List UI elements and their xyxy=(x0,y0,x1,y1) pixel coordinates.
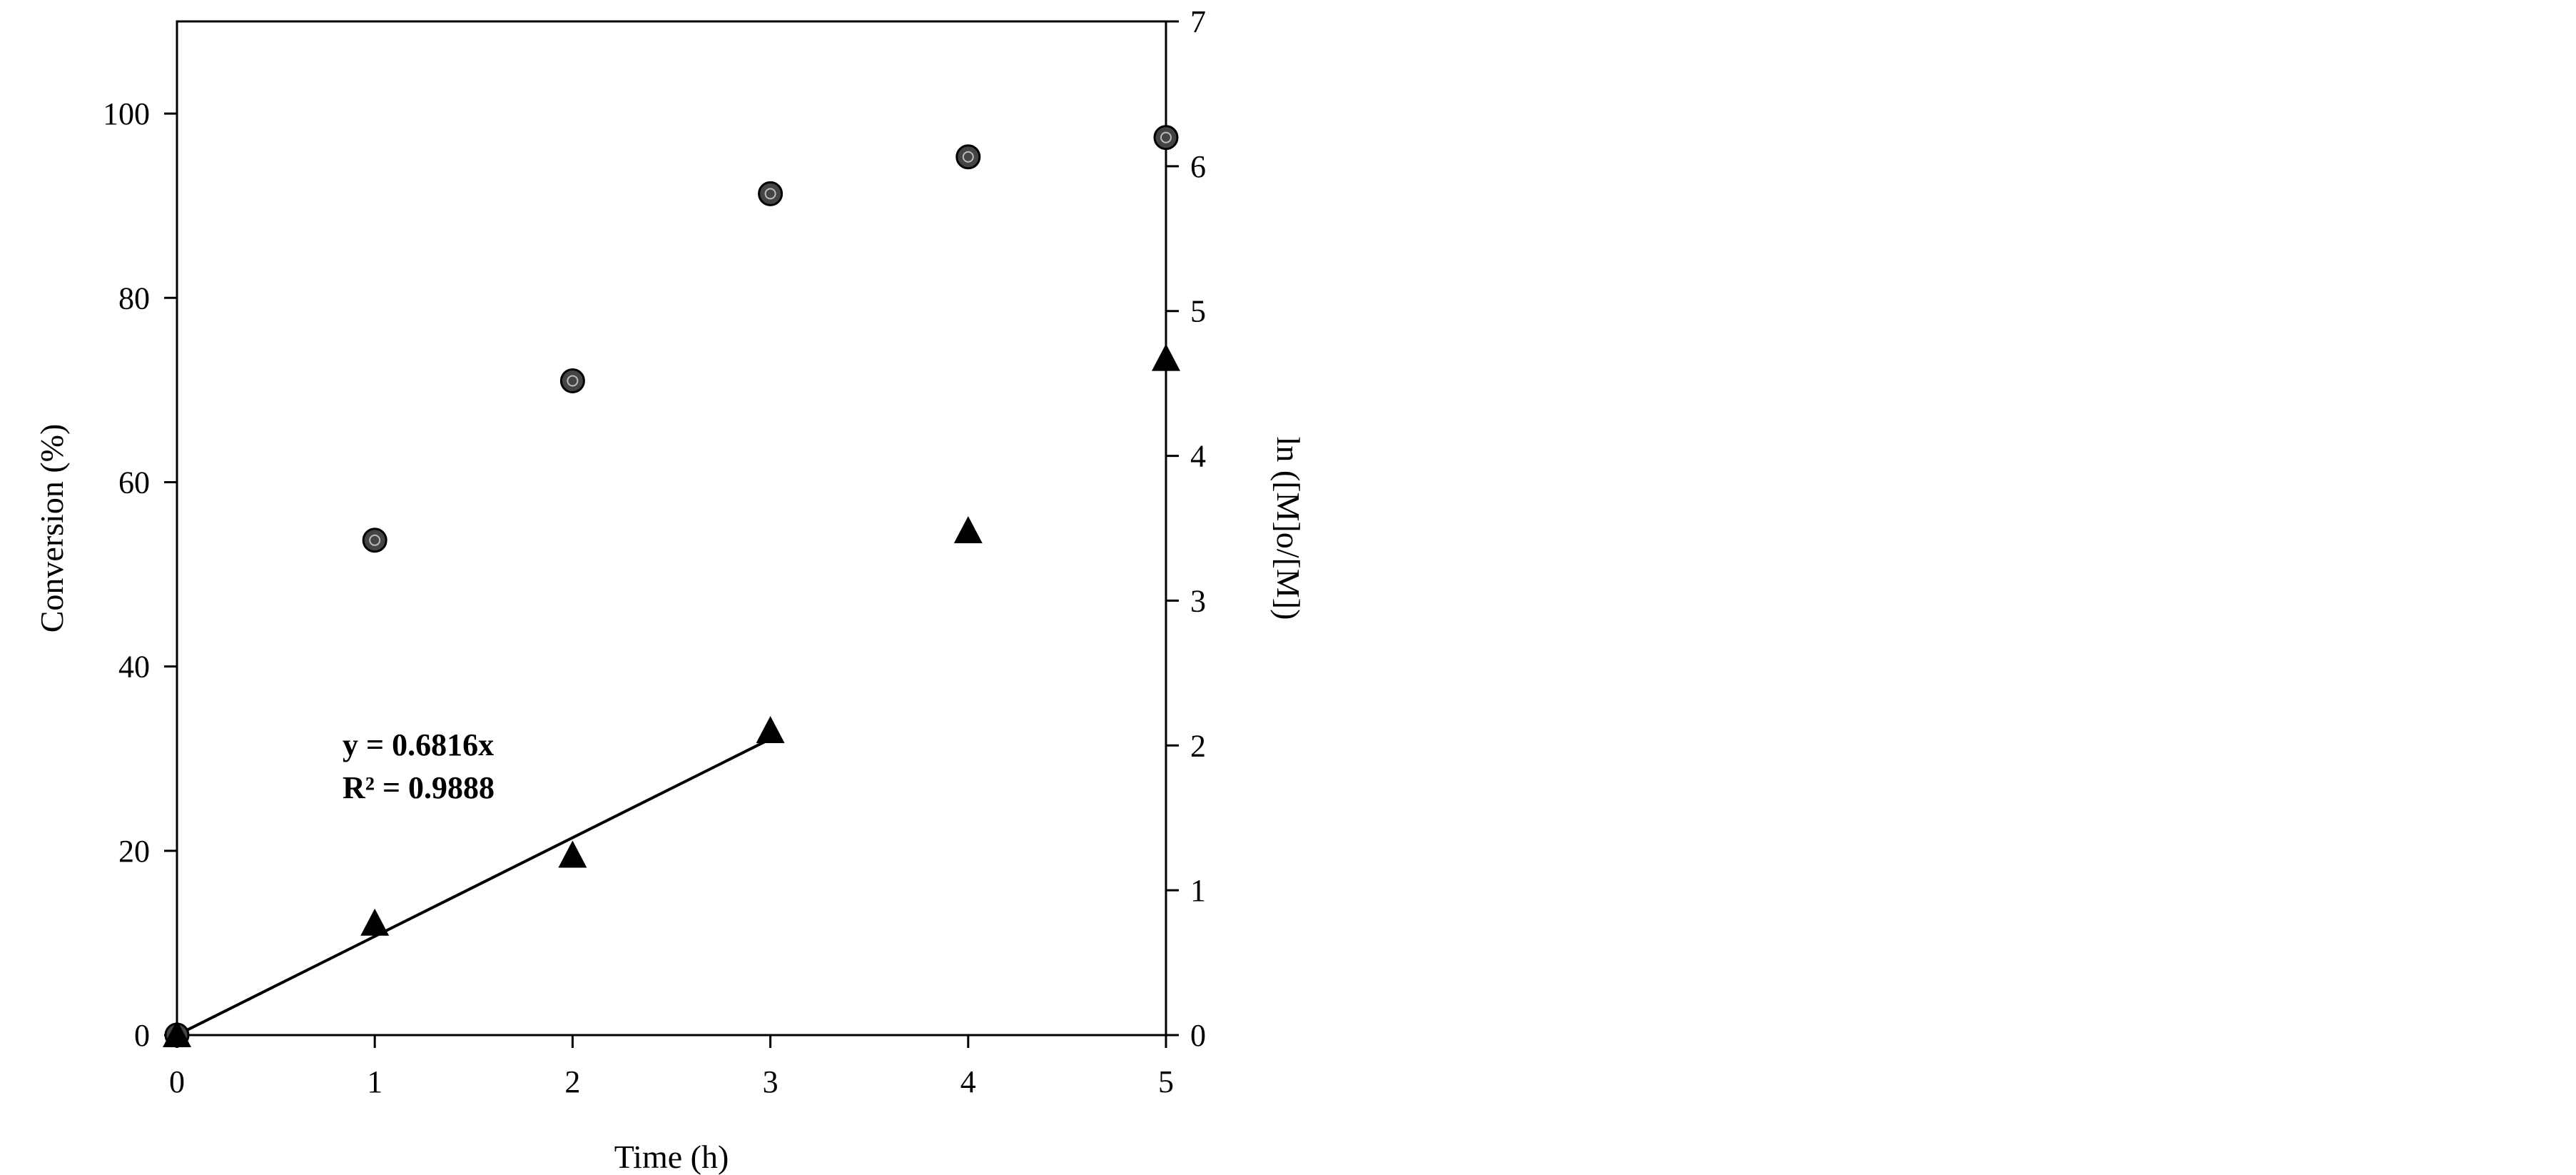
y-left-tick-label: 40 xyxy=(118,650,150,685)
conversion-point xyxy=(362,528,387,553)
conversion-point xyxy=(955,144,981,170)
trendline xyxy=(176,737,771,1037)
conversion-point-inner xyxy=(369,534,381,546)
conversion-point-inner xyxy=(962,151,974,163)
x-tick-label: 5 xyxy=(1158,1064,1174,1099)
conversion-point-inner xyxy=(567,375,579,387)
ln-ratio-point xyxy=(756,716,785,743)
x-tick-label: 3 xyxy=(763,1064,779,1099)
x-tick-label: 2 xyxy=(564,1064,580,1099)
conversion-point-inner xyxy=(1160,131,1172,143)
y-left-tick-label: 20 xyxy=(118,834,150,869)
ln-ratio-point xyxy=(558,840,587,868)
conversion-point xyxy=(1153,125,1179,151)
y-right-tick-label: 1 xyxy=(1190,873,1206,908)
x-tick-label: 4 xyxy=(960,1064,976,1099)
y-right-tick-label: 4 xyxy=(1190,439,1206,474)
y-right-tick-label: 5 xyxy=(1190,294,1206,329)
y-right-tick-label: 2 xyxy=(1190,728,1206,763)
ln-ratio-point xyxy=(163,1020,191,1047)
ln-ratio-point xyxy=(953,516,983,544)
conversion-point xyxy=(758,181,784,206)
y-right-tick-label: 6 xyxy=(1190,149,1206,184)
y-right-axis-ticks: 0 1 2 3 4 5 6 7 xyxy=(1166,4,1206,1053)
y-right-axis-title: ln ([M]o/[M]) xyxy=(1270,437,1307,620)
x-axis-title: Time (h) xyxy=(614,1139,729,1175)
x-tick-label: 1 xyxy=(367,1064,382,1099)
trendline-equation: y = 0.6816x xyxy=(343,727,494,762)
plot-frame xyxy=(176,20,1167,1037)
x-tick-label: 0 xyxy=(169,1064,185,1099)
ln-ratio-point xyxy=(360,908,390,936)
x-axis-ticks: 0 1 2 3 4 5 xyxy=(169,1035,1174,1099)
data-points xyxy=(163,125,1180,1048)
trendline-group xyxy=(176,737,771,1037)
y-right-tick-label: 3 xyxy=(1190,583,1206,618)
y-left-axis-title: Conversion (%) xyxy=(34,424,70,633)
y-left-tick-label: 0 xyxy=(134,1018,150,1053)
y-right-tick-label: 0 xyxy=(1190,1018,1206,1053)
trendline-r2: R² = 0.9888 xyxy=(343,770,495,805)
conversion-point-inner xyxy=(764,188,776,200)
y-right-tick-label: 7 xyxy=(1190,4,1206,39)
conversion-point xyxy=(559,368,585,393)
y-left-tick-label: 60 xyxy=(118,465,150,500)
y-left-tick-label: 80 xyxy=(118,281,150,316)
y-left-axis-ticks: 0 20 40 60 80 100 xyxy=(103,96,177,1053)
y-left-tick-label: 100 xyxy=(103,96,150,131)
ln-ratio-point xyxy=(1152,343,1180,371)
